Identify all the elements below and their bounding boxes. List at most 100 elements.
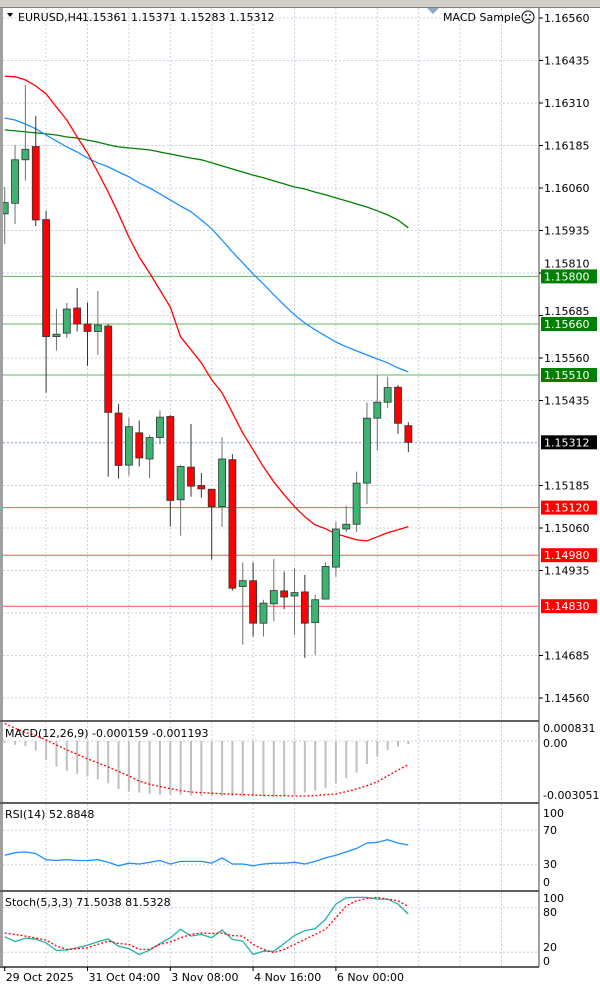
level-price-label: 1.15120 bbox=[544, 502, 590, 515]
time-axis[interactable]: 29 Oct 2025 31 Oct 04:00 3 Nov 08:00 4 Nov … bbox=[4, 967, 404, 984]
indicator-panels bbox=[3, 722, 410, 956]
candle-bear bbox=[83, 323, 92, 332]
candle-bear bbox=[280, 590, 289, 598]
macd-axis-zero: 0.00 bbox=[543, 737, 568, 750]
price-tick-label: 1.15060 bbox=[544, 522, 590, 535]
macd-axis-top: 0.000831 bbox=[543, 722, 596, 735]
candle-bear bbox=[166, 416, 175, 501]
candle-bull bbox=[52, 333, 61, 337]
price-tick-label: 1.15685 bbox=[544, 305, 590, 318]
level-price-label: 1.15510 bbox=[544, 369, 590, 382]
stoch-axis-80: 80 bbox=[543, 906, 557, 919]
candle-bull bbox=[383, 387, 392, 403]
level-price-badge bbox=[541, 500, 597, 515]
candle-bear bbox=[104, 325, 113, 413]
candle-bull bbox=[311, 599, 320, 623]
candle-bull bbox=[269, 590, 278, 605]
price-tick-label: 1.15185 bbox=[544, 480, 590, 493]
window-top-bar bbox=[0, 0, 600, 7]
candle-bull bbox=[21, 148, 30, 161]
level-price-badge bbox=[541, 599, 597, 614]
price-tick-label: 1.14935 bbox=[544, 565, 590, 578]
candle-bull bbox=[290, 592, 299, 597]
price-axis[interactable]: 1.16560 1.16435 1.16310 1.16185 1.16060 1.159… bbox=[539, 12, 597, 705]
candle-bear bbox=[300, 591, 309, 624]
level-price-label: 1.14830 bbox=[544, 600, 590, 613]
ma-fast-line bbox=[4, 75, 409, 542]
rsi-label: RSI(14) 52.8848 bbox=[5, 808, 94, 821]
grid bbox=[3, 8, 539, 966]
price-tick-label: 1.15560 bbox=[544, 352, 590, 365]
expert-name: MACD Sample bbox=[443, 11, 521, 24]
candles bbox=[0, 84, 413, 658]
candle-bear bbox=[394, 386, 402, 424]
triangle-down-icon[interactable] bbox=[7, 13, 13, 17]
candle-bull bbox=[93, 324, 102, 332]
candle-bear bbox=[197, 485, 206, 490]
price-tick-label: 1.16060 bbox=[544, 182, 590, 195]
macd-axis-bottom: -0.003051 bbox=[543, 789, 599, 802]
time-label: 29 Oct 2025 bbox=[6, 971, 74, 984]
candle-bull bbox=[373, 401, 382, 419]
sad-face-icon[interactable] bbox=[521, 10, 535, 24]
price-tick-label: 1.15435 bbox=[544, 395, 590, 408]
candle-bull bbox=[11, 159, 19, 204]
candle-bear bbox=[404, 425, 413, 443]
chart-header: EURUSD,H4 1.15361 1.15371 1.15283 1.1531… bbox=[7, 8, 535, 24]
time-label: 31 Oct 04:00 bbox=[89, 971, 161, 984]
candle-bear bbox=[31, 146, 40, 221]
candle-bear bbox=[114, 412, 123, 466]
panel-frames bbox=[0, 7, 600, 968]
rsi-axis-70: 70 bbox=[543, 824, 557, 837]
stoch-main-line bbox=[4, 896, 409, 956]
candle-bull bbox=[321, 566, 330, 600]
candle-bear bbox=[249, 580, 258, 624]
time-label: 4 Nov 16:00 bbox=[254, 971, 321, 984]
candle-bear bbox=[207, 488, 216, 507]
moving-averages bbox=[4, 75, 409, 542]
price-tick-label: 1.15810 bbox=[544, 257, 590, 270]
candle-bear bbox=[187, 466, 195, 487]
candle-bull bbox=[238, 580, 247, 587]
stoch-axis-20: 20 bbox=[543, 941, 557, 954]
level-price-badge bbox=[541, 269, 597, 284]
candle-bear bbox=[73, 307, 82, 325]
time-label: 6 Nov 00:00 bbox=[337, 971, 404, 984]
candle-bull bbox=[145, 437, 154, 460]
price-tick-label: 1.14685 bbox=[544, 650, 590, 663]
candle-bull bbox=[176, 466, 185, 501]
rsi-line bbox=[4, 839, 409, 867]
level-price-label: 1.15660 bbox=[544, 318, 590, 331]
price-tick-label: 1.16435 bbox=[544, 55, 590, 68]
current-price-label: 1.15312 bbox=[544, 436, 590, 449]
stoch-axis-0: 0 bbox=[543, 955, 550, 968]
candle-bull bbox=[218, 458, 226, 507]
price-tick-label: 1.16310 bbox=[544, 97, 590, 110]
macd-label: MACD(12,26,9) -0.000159 -0.001193 bbox=[5, 727, 208, 740]
candle-bull bbox=[331, 528, 340, 568]
chart-shift-marker-icon[interactable] bbox=[427, 8, 439, 14]
candle-bear bbox=[228, 459, 237, 589]
candle-bull bbox=[352, 482, 361, 525]
candle-bear bbox=[42, 219, 50, 337]
symbol-label: EURUSD,H4 bbox=[18, 11, 83, 24]
ma-mid-line bbox=[4, 117, 409, 373]
ma-slow-line bbox=[4, 129, 409, 229]
candle-bull bbox=[62, 308, 71, 334]
rsi-axis-0: 0 bbox=[543, 876, 550, 889]
candle-bull bbox=[156, 416, 164, 438]
price-levels bbox=[3, 275, 539, 607]
stoch-axis-100: 100 bbox=[543, 892, 564, 905]
ohlc-label: 1.15361 1.15371 1.15283 1.15312 bbox=[82, 11, 274, 24]
candle-bull bbox=[342, 523, 351, 530]
rsi-axis-30: 30 bbox=[543, 858, 557, 871]
candle-bull bbox=[125, 426, 133, 466]
stoch-label: Stoch(5,3,3) 71.5038 81.5328 bbox=[5, 896, 171, 909]
level-price-badge bbox=[541, 548, 597, 563]
candle-bull bbox=[259, 602, 268, 624]
macd-signal-line bbox=[4, 722, 409, 797]
rsi-axis-100: 100 bbox=[543, 807, 564, 820]
price-tick-label: 1.16185 bbox=[544, 140, 590, 153]
candle-bull bbox=[363, 417, 371, 484]
